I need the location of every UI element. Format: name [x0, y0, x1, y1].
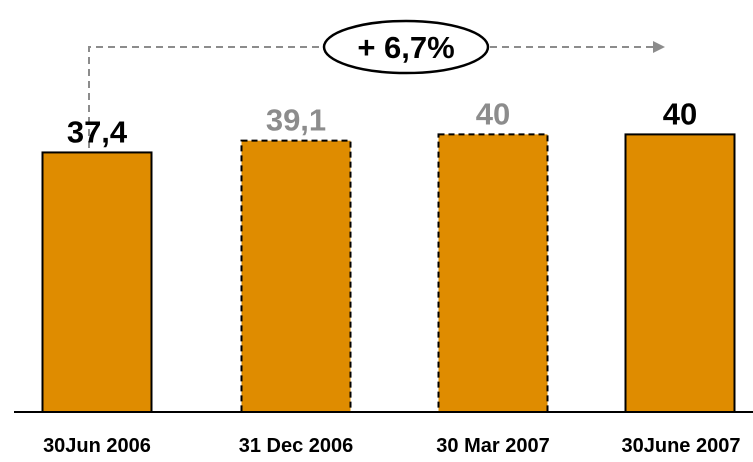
bar-value-label: 39,1: [266, 103, 326, 138]
growth-arrow-head: [653, 41, 665, 53]
growth-arrow: [88, 41, 665, 148]
growth-arrow-line: [88, 46, 653, 148]
x-tick-label: 30 Mar 2007: [436, 435, 549, 457]
growth-annotation-text: + 6,7%: [357, 30, 454, 65]
x-tick-label: 30June 2007: [622, 435, 741, 457]
bar: [41, 151, 153, 413]
value-labels: 37,4 39,1 40 40: [67, 96, 697, 149]
growth-annotation: + 6,7%: [322, 19, 490, 75]
x-tick-label: 30Jun 2006: [43, 435, 151, 457]
growth-annotation-ellipse: [322, 19, 490, 75]
bar-value-label: 37,4: [67, 114, 128, 149]
bar: [240, 139, 352, 413]
category-labels: 30Jun 2006 31 Dec 2006 30 Mar 2007 30June 2…: [43, 435, 740, 457]
bars: [41, 133, 736, 413]
bar: [437, 133, 549, 413]
bar-value-label: 40: [663, 96, 697, 131]
x-tick-label: 31 Dec 2006: [239, 435, 354, 457]
bar-value-label: 40: [476, 96, 510, 131]
bar: [624, 133, 736, 413]
